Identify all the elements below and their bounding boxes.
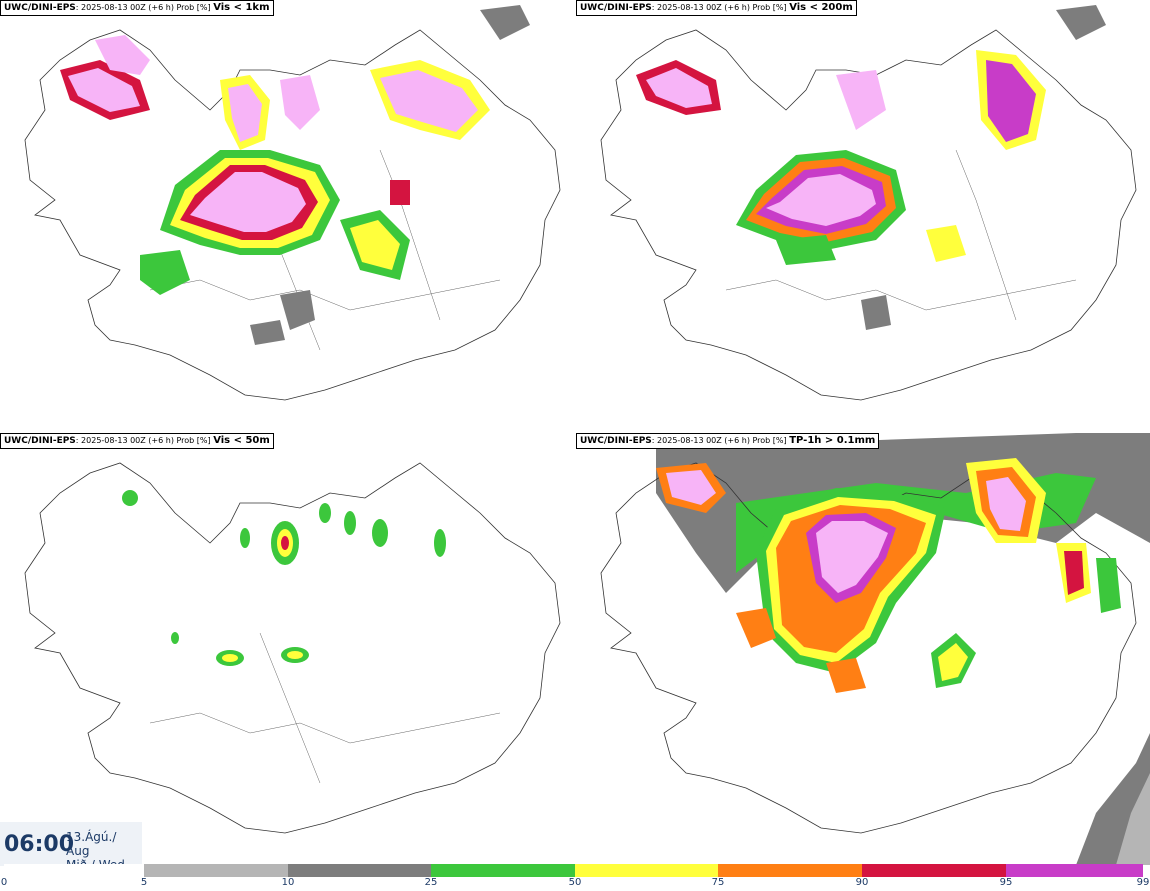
probability-map — [600, 433, 1150, 865]
legend-color-segment — [1006, 864, 1143, 877]
legend-color-segment — [288, 864, 431, 877]
panel-title: UWC/DINI-EPS: 2025-08-13 00Z (+6 h) Prob… — [576, 0, 857, 16]
iceland-outline — [600, 462, 1137, 834]
map-panel-vis-50m: UWC/DINI-EPS: 2025-08-13 00Z (+6 h) Prob… — [0, 433, 574, 865]
legend-tick-label: 75 — [711, 877, 725, 888]
legend-tick-label: 0 — [0, 877, 8, 888]
legend-tick-label: 5 — [140, 877, 148, 888]
probability-map — [600, 5, 1137, 401]
legend-color-segment — [862, 864, 1006, 877]
probability-field — [656, 458, 1121, 693]
color-legend: 0 5 10 25 50 75 90 95 99 — [0, 862, 1150, 891]
legend-tick-label: 95 — [999, 877, 1013, 888]
probability-field — [636, 5, 1106, 330]
valid-time-box: 06:00 13.Ágú./ Aug Mið./ Wed — [0, 822, 142, 872]
legend-color-segment — [431, 864, 575, 877]
legend-tick-label: 10 — [281, 877, 295, 888]
legend-color-segment — [144, 864, 288, 877]
probability-field — [122, 490, 446, 666]
map-panel-vis-1km: UWC/DINI-EPS: 2025-08-13 00Z (+6 h) Prob… — [0, 0, 574, 432]
legend-color-segment — [718, 864, 862, 877]
map-panel-vis-200m: UWC/DINI-EPS: 2025-08-13 00Z (+6 h) Prob… — [576, 0, 1150, 432]
legend-tick-label: 90 — [855, 877, 869, 888]
legend-color-segment — [575, 864, 718, 877]
legend-color-segment — [4, 864, 144, 877]
valid-time: 06:00 — [4, 832, 75, 857]
legend-tick-label: 99 — [1136, 877, 1150, 888]
probability-map — [24, 462, 561, 834]
panel-title: UWC/DINI-EPS: 2025-08-13 00Z (+6 h) Prob… — [0, 0, 274, 16]
probability-map — [24, 5, 561, 401]
panel-title: UWC/DINI-EPS: 2025-08-13 00Z (+6 h) Prob… — [0, 433, 274, 449]
legend-tick-label: 25 — [424, 877, 438, 888]
map-panel-tp-1h: UWC/DINI-EPS: 2025-08-13 00Z (+6 h) Prob… — [576, 433, 1150, 865]
legend-tick-label: 50 — [568, 877, 582, 888]
valid-date-line1: 13.Ágú./ Aug — [66, 830, 117, 858]
panel-title: UWC/DINI-EPS: 2025-08-13 00Z (+6 h) Prob… — [576, 433, 880, 449]
probability-field — [60, 5, 530, 345]
